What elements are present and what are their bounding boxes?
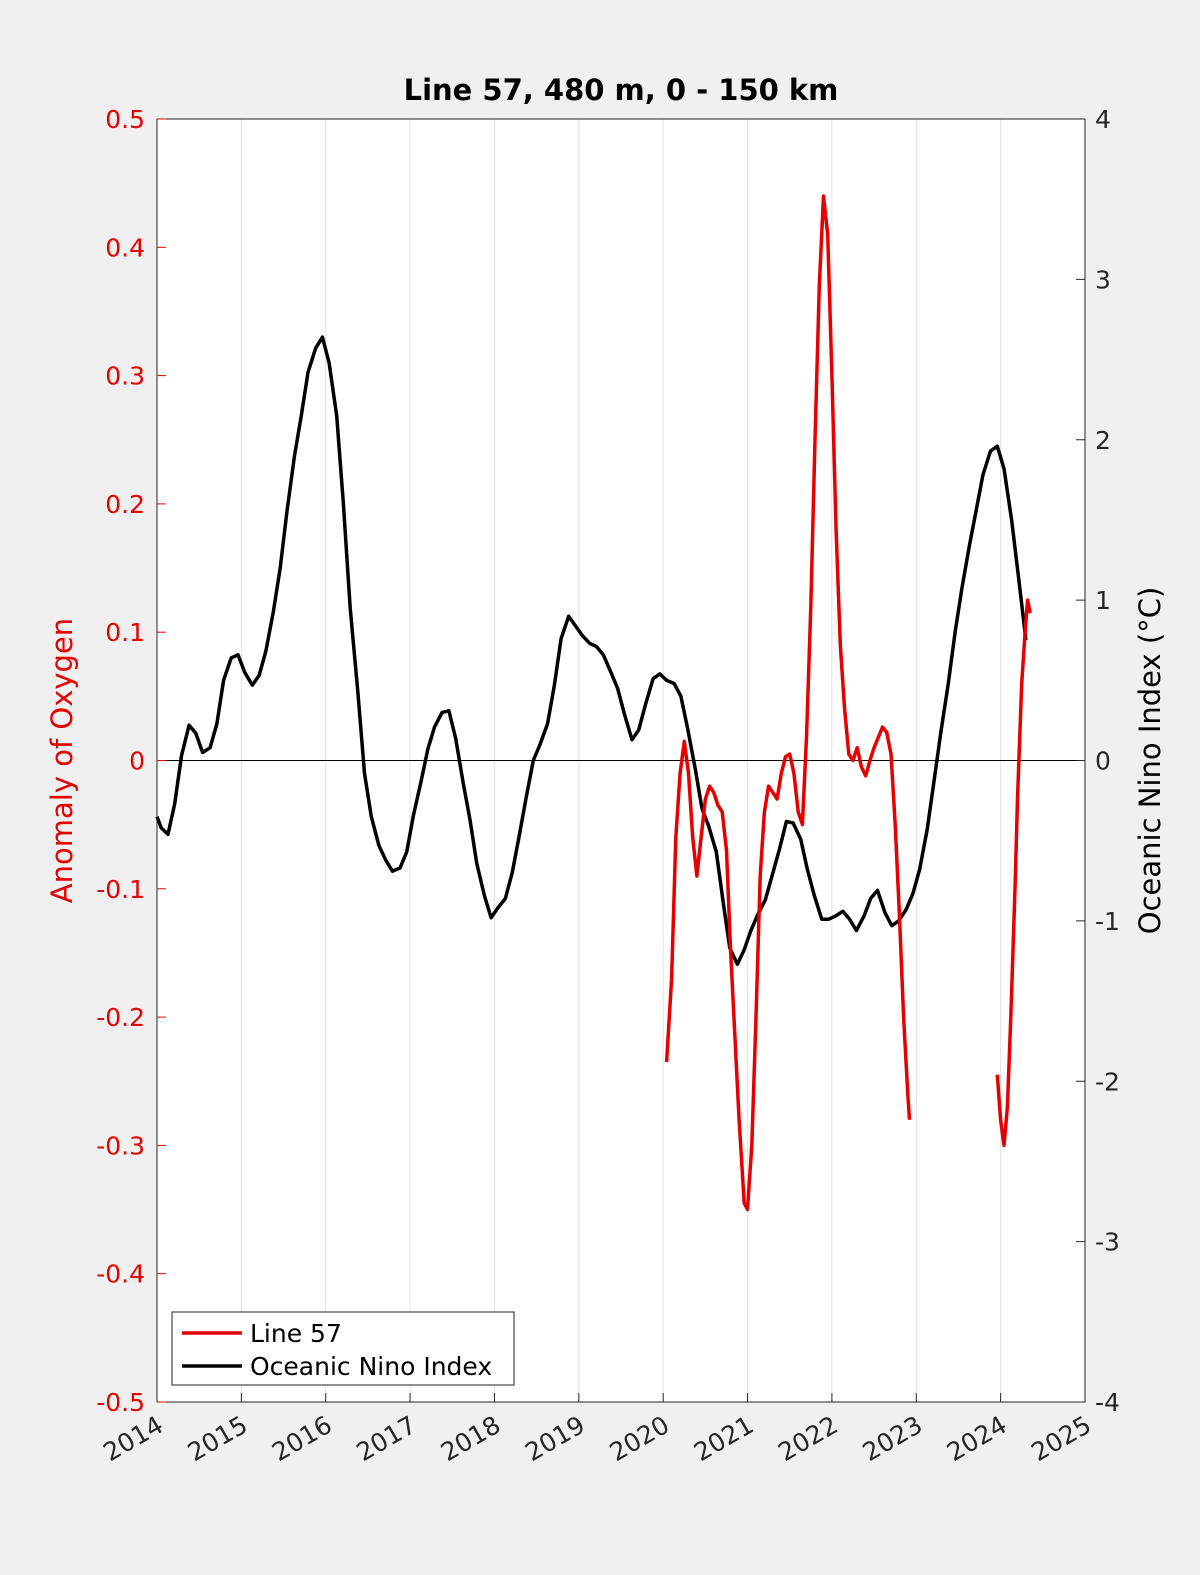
right-y-tick-label: -3	[1095, 1228, 1120, 1257]
right-y-tick-label: 2	[1095, 426, 1111, 455]
x-tick-label: 2025	[1026, 1410, 1096, 1467]
x-tick-label: 2016	[267, 1410, 337, 1467]
legend-label-oni: Oceanic Nino Index	[250, 1352, 492, 1381]
x-tick-label: 2021	[689, 1410, 759, 1467]
x-tick-label: 2020	[605, 1410, 675, 1467]
right-y-tick-label: -1	[1095, 907, 1120, 936]
left-y-tick-label: 0.5	[105, 105, 145, 134]
right-y-tick-label: -2	[1095, 1067, 1120, 1096]
chart-title: Line 57, 480 m, 0 - 150 km	[404, 73, 839, 107]
right-y-tick-label: 3	[1095, 265, 1111, 294]
left-y-tick-label: -0.2	[96, 1003, 145, 1032]
series-line-line-57	[664, 194, 912, 1212]
series-line-line-57	[995, 598, 1032, 1148]
x-tick-label: 2024	[942, 1410, 1012, 1467]
x-tick-label: 2018	[436, 1410, 506, 1467]
left-y-tick-label: 0.2	[105, 490, 145, 519]
x-tick-label: 2022	[773, 1410, 843, 1467]
series-line-oceanic-nino-index	[155, 335, 1028, 966]
left-y-tick-label: -0.5	[96, 1388, 145, 1417]
left-y-tick-label: 0	[129, 747, 145, 776]
legend: Line 57 Oceanic Nino Index	[171, 1311, 515, 1386]
left-y-axis: 0.5 0.4 0.3 0.2 0.1 0 -0.1 -0.2 -0.3 -0.4 -0.5	[96, 105, 166, 1417]
x-tick-label: 2015	[183, 1410, 253, 1467]
right-y-tick-label: 4	[1095, 105, 1111, 134]
x-tick-label: 2017	[351, 1410, 421, 1467]
right-y-axis-label: Oceanic Nino Index (°C)	[1133, 587, 1167, 935]
left-y-axis-label: Anomaly of Oxygen	[45, 618, 79, 903]
left-y-tick-label: 0.1	[105, 618, 145, 647]
x-axis: 2014 2015 2016 2017 2018 2019 2020 2021 2022 2023…	[98, 1393, 1096, 1467]
left-y-tick-label: -0.1	[96, 875, 145, 904]
legend-label-line57: Line 57	[250, 1319, 342, 1348]
series-layer	[155, 194, 1032, 1212]
right-y-tick-label: -4	[1095, 1388, 1120, 1417]
right-y-tick-label: 0	[1095, 747, 1111, 776]
left-y-tick-label: -0.3	[96, 1131, 145, 1160]
x-tick-label: 2019	[520, 1410, 590, 1467]
right-y-axis: 4 3 2 1 0 -1 -2 -3 -4	[1076, 105, 1120, 1417]
left-y-tick-label: 0.3	[105, 362, 145, 391]
left-y-tick-label: 0.4	[105, 233, 145, 262]
right-y-tick-label: 1	[1095, 586, 1111, 615]
legend-box	[171, 1311, 515, 1386]
left-y-tick-label: -0.4	[96, 1260, 145, 1289]
x-tick-label: 2014	[98, 1410, 168, 1467]
x-tick-label: 2023	[858, 1410, 928, 1467]
